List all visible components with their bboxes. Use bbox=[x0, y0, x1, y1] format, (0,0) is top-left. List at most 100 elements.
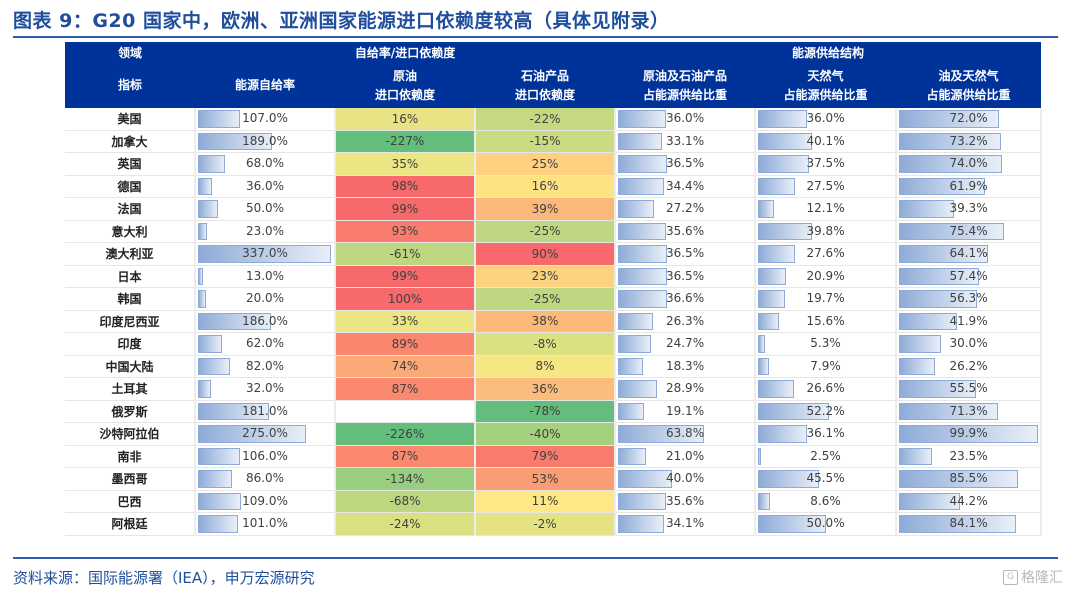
oil-share-cell: 36.5% bbox=[615, 152, 757, 176]
data-bar bbox=[198, 290, 206, 308]
crude-import-cell: 98% bbox=[335, 175, 476, 198]
country-cell: 沙特阿拉伯 bbox=[65, 422, 196, 446]
cell-value: 44.2% bbox=[949, 493, 988, 508]
oil-share-cell: 36.0% bbox=[615, 108, 757, 131]
data-bar bbox=[758, 470, 820, 488]
data-bar bbox=[618, 200, 655, 218]
data-bar bbox=[899, 357, 936, 375]
data-bar bbox=[198, 357, 231, 375]
cell-value: 82.0% bbox=[245, 358, 285, 373]
data-bar bbox=[899, 470, 1018, 488]
oilgas-share-cell: 57.4% bbox=[896, 265, 1043, 288]
products-import-cell: 79% bbox=[475, 445, 617, 468]
data-bar bbox=[899, 492, 961, 510]
products-import-cell: -25% bbox=[475, 220, 617, 243]
data-bar bbox=[618, 380, 657, 398]
country-cell: 德国 bbox=[65, 175, 196, 198]
header-col-oil-share: 原油及石油产品 占能源供给比重 bbox=[615, 63, 756, 108]
cell-value: 74.0% bbox=[949, 156, 988, 171]
cell-value: 86.0% bbox=[245, 471, 285, 486]
self-sufficiency-cell: 106.0% bbox=[195, 445, 336, 468]
cell-value: 27.5% bbox=[806, 178, 845, 193]
data-bar bbox=[899, 402, 999, 420]
oilgas-share-cell: 73.2% bbox=[896, 130, 1043, 153]
gas-share-cell: 26.6% bbox=[755, 377, 898, 401]
data-bar bbox=[198, 492, 241, 510]
products-import-cell: 38% bbox=[475, 310, 617, 333]
oil-share-cell: 34.4% bbox=[615, 175, 757, 198]
cell-value: 15.6% bbox=[806, 313, 845, 328]
products-import-cell: -15% bbox=[475, 130, 617, 153]
cell-value: 71.3% bbox=[949, 403, 988, 418]
table-row: 韩国 20.0% 100% -25% 36.6% 19.7% 56.3% bbox=[65, 287, 1043, 311]
oil-share-cell: 21.0% bbox=[615, 445, 757, 468]
data-bar bbox=[198, 110, 241, 128]
oilgas-share-cell: 61.9% bbox=[896, 175, 1043, 198]
cell-value: 50.0% bbox=[806, 516, 845, 531]
cell-value: 23.0% bbox=[245, 223, 285, 238]
crude-import-cell: 35% bbox=[335, 152, 476, 176]
cell-value: 36.0% bbox=[245, 178, 285, 193]
cell-value: 106.0% bbox=[242, 448, 288, 463]
gas-share-cell: 19.7% bbox=[755, 287, 898, 311]
header-col-crude-import: 原油 进口依赖度 bbox=[335, 63, 475, 108]
cell-value: 75.4% bbox=[949, 223, 988, 238]
self-sufficiency-cell: 189.0% bbox=[195, 130, 336, 153]
gas-share-cell: 50.0% bbox=[755, 512, 898, 536]
crude-import-cell: -227% bbox=[335, 130, 476, 153]
data-bar bbox=[758, 200, 775, 218]
crude-import-cell: -68% bbox=[335, 490, 476, 513]
oil-share-cell: 36.5% bbox=[615, 242, 757, 266]
self-sufficiency-cell: 101.0% bbox=[195, 512, 336, 536]
cell-value: 61.9% bbox=[949, 178, 988, 193]
table-row: 美国 107.0% 16% -22% 36.0% 36.0% 72.0% bbox=[65, 108, 1043, 131]
header-col-gas-share: 天然气 占能源供给比重 bbox=[755, 63, 897, 108]
cell-value: 50.0% bbox=[245, 201, 285, 216]
crude-import-cell: 99% bbox=[335, 197, 476, 221]
oil-share-cell: 18.3% bbox=[615, 355, 757, 378]
data-bar bbox=[198, 200, 218, 218]
crude-import-cell: 33% bbox=[335, 310, 476, 333]
cell-value: 26.6% bbox=[806, 381, 845, 396]
self-sufficiency-cell: 107.0% bbox=[195, 108, 336, 131]
products-import-cell: -8% bbox=[475, 332, 617, 356]
data-bar bbox=[758, 245, 796, 263]
country-cell: 加拿大 bbox=[65, 130, 196, 153]
cell-value: 21.0% bbox=[665, 448, 705, 463]
data-bar bbox=[758, 515, 826, 533]
data-bar bbox=[899, 380, 977, 398]
data-bar bbox=[758, 357, 769, 375]
gas-share-cell: 45.5% bbox=[755, 467, 898, 491]
data-bar bbox=[758, 335, 766, 353]
table-row: 阿根廷 101.0% -24% -2% 34.1% 50.0% 84.1% bbox=[65, 512, 1043, 536]
self-sufficiency-cell: 36.0% bbox=[195, 175, 336, 198]
data-bar bbox=[758, 447, 762, 465]
table-body: 美国 107.0% 16% -22% 36.0% 36.0% 72.0% 加拿大 189.0% -… bbox=[65, 108, 1043, 536]
data-bar bbox=[198, 515, 238, 533]
products-import-cell: 39% bbox=[475, 197, 617, 221]
oil-share-cell: 27.2% bbox=[615, 197, 757, 221]
crude-import-cell: 93% bbox=[335, 220, 476, 243]
products-import-cell: 16% bbox=[475, 175, 617, 198]
data-bar bbox=[758, 222, 812, 240]
energy-table-container: 领域 自给率/进口依赖度 能源供给结构 指标 能源自给率 原油 进口依赖度 石油产… bbox=[65, 42, 1043, 536]
oil-share-cell: 26.3% bbox=[615, 310, 757, 333]
oilgas-share-cell: 64.1% bbox=[896, 242, 1043, 266]
table-row: 日本 13.0% 99% 23% 36.5% 20.9% 57.4% bbox=[65, 265, 1043, 288]
cell-value: 18.3% bbox=[665, 358, 705, 373]
oil-share-cell: 40.0% bbox=[615, 467, 757, 491]
cell-value: 28.9% bbox=[665, 381, 705, 396]
data-bar bbox=[758, 177, 796, 195]
cell-value: 27.6% bbox=[806, 246, 845, 261]
cell-value: 72.0% bbox=[949, 111, 988, 126]
crude-import-cell: 89% bbox=[335, 332, 476, 356]
country-cell: 土耳其 bbox=[65, 377, 196, 401]
cell-value: 37.5% bbox=[806, 156, 845, 171]
data-bar bbox=[618, 402, 644, 420]
table-row: 南非 106.0% 87% 79% 21.0% 2.5% 23.5% bbox=[65, 445, 1043, 468]
oilgas-share-cell: 39.3% bbox=[896, 197, 1043, 221]
data-bar bbox=[899, 200, 954, 218]
crude-import-cell: -226% bbox=[335, 422, 476, 446]
data-bar bbox=[198, 177, 213, 195]
oilgas-share-cell: 71.3% bbox=[896, 400, 1043, 423]
